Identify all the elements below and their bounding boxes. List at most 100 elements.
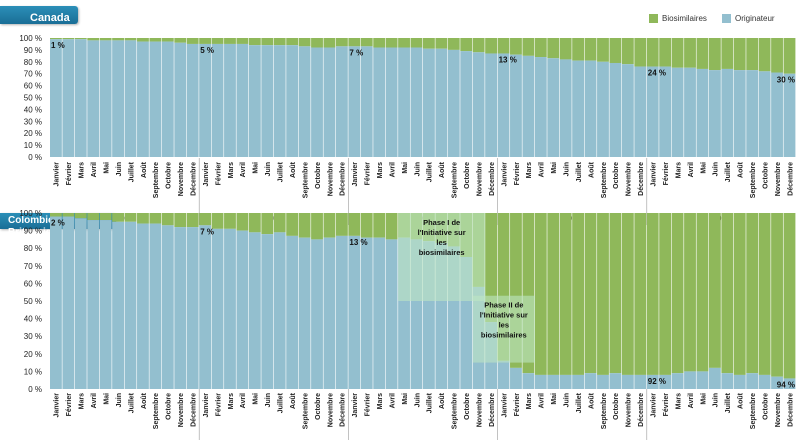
bc-bar-biosimilaires <box>659 213 672 375</box>
canada-bar-biosimilaires <box>224 38 236 44</box>
canada-ytick: 70 % <box>24 70 42 79</box>
canada-bar-originateur <box>323 47 336 157</box>
bc-bar-originateur <box>311 239 323 389</box>
canada-panel-title: Canada <box>0 6 78 24</box>
bc-ytick: 90 % <box>24 227 42 236</box>
bc-month-label: Septembre <box>452 393 459 429</box>
bc-bar-originateur <box>410 239 423 389</box>
bc-month-label: Septembre <box>302 393 309 429</box>
bc-month-label: Mai <box>103 393 110 405</box>
bc-bar-biosimilaires <box>87 213 100 221</box>
bc-bar-biosimilaires <box>99 213 112 221</box>
canada-bar-biosimilaires <box>335 38 348 47</box>
canada-bar-biosimilaires <box>609 38 622 63</box>
canada-bar-biosimilaires <box>423 38 435 49</box>
bc-bar-biosimilaires <box>137 213 149 224</box>
bc-ytick: 60 % <box>24 279 42 288</box>
canada-month-label: Août <box>439 161 446 178</box>
canada-bar-originateur <box>634 66 647 157</box>
bc-month-label: Décembre <box>340 393 347 427</box>
canada-bar-biosimilaires <box>559 38 572 60</box>
canada-month-label: Septembre <box>153 162 160 198</box>
bc-month-label: Mars <box>526 393 533 409</box>
canada-month-label: Décembre <box>190 162 197 196</box>
canada-ytick: 30 % <box>24 117 42 126</box>
bc-bar-biosimilaires <box>298 213 311 238</box>
bc-month-label: Mai <box>253 393 260 405</box>
phase-1-label: biosimilaires <box>419 248 465 257</box>
canada-bar-originateur <box>758 71 771 157</box>
canada-month-label: Février <box>66 162 73 186</box>
bc-bar-biosimilaires <box>721 213 734 374</box>
canada-bar-originateur <box>224 43 236 158</box>
bc-data-label: 92 % <box>648 377 666 386</box>
canada-ytick: 60 % <box>24 82 42 91</box>
bc-bar-originateur <box>708 367 721 389</box>
canada-bar-originateur <box>522 55 535 157</box>
canada-month-label: Novembre <box>626 162 633 196</box>
canada-bar-originateur <box>447 49 460 157</box>
canada-bar-biosimilaires <box>286 38 299 46</box>
canada-bar-biosimilaires <box>485 38 497 54</box>
canada-month-label: Juin <box>713 162 720 176</box>
bc-month-label: Juillet <box>128 392 135 413</box>
canada-bar-originateur <box>273 45 286 157</box>
canada-month-label: Octobre <box>613 162 620 189</box>
canada-month-label: Avril <box>539 162 546 177</box>
canada-month-label: Novembre <box>476 162 483 196</box>
bc-bar-biosimilaires <box>708 213 721 368</box>
bc-month-label: Août <box>141 392 148 409</box>
canada-bar-originateur <box>572 60 585 157</box>
bc-bar-biosimilaires <box>696 213 709 372</box>
canada-bar-originateur <box>348 46 361 157</box>
canada-month-label: Septembre <box>302 162 309 198</box>
bc-bar-biosimilaires <box>646 213 659 375</box>
bc-bar-biosimilaires <box>224 213 236 229</box>
bc-month-label: Juillet <box>427 392 434 413</box>
bc-bar-biosimilaires <box>50 213 62 217</box>
canada-bar-originateur <box>124 40 137 157</box>
bc-bar-originateur <box>684 371 696 389</box>
bc-bar-biosimilaires <box>671 213 684 374</box>
canada-month-label: Septembre <box>601 162 608 198</box>
bc-month-label: Février <box>663 393 670 417</box>
bc-month-label: Janvier <box>54 393 61 418</box>
canada-month-label: Juillet <box>725 161 732 182</box>
bc-bar-originateur <box>572 374 585 389</box>
bc-ytick: 10 % <box>24 367 42 376</box>
canada-bar-originateur <box>621 64 634 157</box>
canada-month-label: Septembre <box>452 162 459 198</box>
canada-bar-originateur <box>211 43 224 158</box>
canada-bar-biosimilaires <box>522 38 535 56</box>
canada-data-label: 30 % <box>777 76 795 85</box>
bc-bar-biosimilaires <box>758 213 771 375</box>
bc-month-label: Mai <box>551 393 558 405</box>
canada-bar-biosimilaires <box>783 38 796 74</box>
bc-bar-biosimilaires <box>497 213 510 361</box>
bc-month-label: Mai <box>402 393 409 405</box>
canada-bar-biosimilaires <box>597 38 609 62</box>
bc-ytick: 70 % <box>24 262 42 271</box>
legend-originateur-swatch <box>722 14 731 23</box>
canada-ytick: 40 % <box>24 105 42 114</box>
canada-bar-originateur <box>161 41 174 157</box>
bc-bar-biosimilaires <box>559 213 572 375</box>
canada-bar-biosimilaires <box>584 38 597 61</box>
bc-month-label: Mars <box>228 393 235 409</box>
canada-bar-biosimilaires <box>447 38 460 50</box>
bc-month-label: Novembre <box>327 393 334 427</box>
bc-ytick: 100 % <box>19 209 42 218</box>
canada-month-label: Février <box>663 162 670 186</box>
bc-bar-originateur <box>659 374 672 389</box>
bc-ytick: 30 % <box>24 332 42 341</box>
canada-ytick: 50 % <box>24 94 42 103</box>
bc-month-label: Avril <box>389 393 396 408</box>
bc-bar-biosimilaires <box>684 213 696 372</box>
canada-bar-biosimilaires <box>758 38 771 72</box>
canada-bar-biosimilaires <box>460 38 473 52</box>
bc-bar-biosimilaires <box>248 213 261 233</box>
canada-bar-biosimilaires <box>410 38 423 48</box>
canada-bar-biosimilaires <box>360 38 373 47</box>
bc-bar-originateur <box>224 228 236 389</box>
bc-bar-originateur <box>348 235 361 389</box>
